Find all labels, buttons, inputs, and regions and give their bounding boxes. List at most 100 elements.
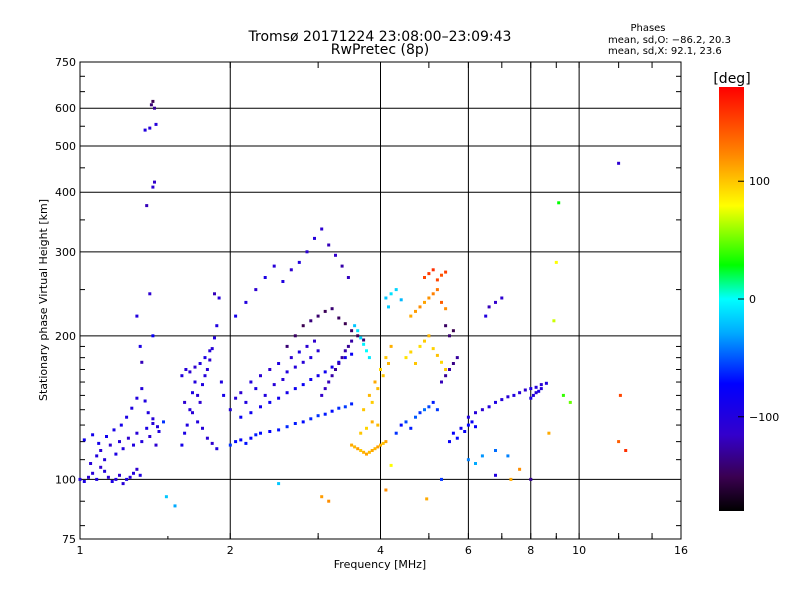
echo-point (350, 402, 354, 406)
echo-point (427, 405, 431, 409)
echo-point (500, 398, 504, 402)
echo-point (470, 420, 474, 424)
echo-point (301, 420, 305, 424)
echo-point (444, 307, 448, 311)
echo-point (213, 336, 216, 340)
echo-point (327, 243, 331, 247)
chart-title: Tromsø 20171224 23:08:00–23:09:43 (248, 29, 512, 45)
echo-point (474, 425, 477, 429)
echo-point (293, 334, 297, 338)
echo-point (140, 360, 144, 364)
echo-point (423, 339, 426, 343)
echo-point (157, 430, 161, 433)
echo-point (431, 400, 435, 404)
echo-point (301, 324, 305, 328)
echo-point (414, 415, 417, 419)
echo-point (346, 344, 350, 348)
echo-point (97, 441, 101, 445)
echo-point (350, 329, 354, 333)
echo-point (316, 314, 320, 318)
echo-point (239, 415, 243, 419)
echo-point (444, 374, 448, 378)
echo-point (484, 314, 488, 318)
echo-point (327, 499, 331, 503)
colorbar-tick-label: −100 (749, 411, 779, 424)
echo-point (474, 411, 477, 415)
echo-point (108, 443, 112, 447)
x-tick-label: 16 (674, 544, 688, 557)
echo-point (228, 408, 232, 412)
echo-point (431, 268, 435, 272)
echo-point (263, 276, 267, 279)
echo-point (353, 324, 357, 328)
echo-point (112, 428, 116, 432)
echo-point (362, 450, 366, 454)
echo-point (362, 342, 366, 346)
echo-point (323, 412, 327, 416)
echo-point (494, 300, 497, 304)
echo-point (466, 458, 470, 462)
echo-point (323, 387, 327, 391)
echo-point (208, 349, 212, 353)
phases-mean-x: mean, sd,X: 92.1, 23.6 (608, 46, 722, 57)
echo-point (389, 463, 393, 467)
echo-point (217, 296, 221, 300)
echo-point (254, 387, 258, 391)
echo-point (399, 423, 403, 427)
echo-point (451, 329, 455, 333)
echo-point (323, 309, 327, 313)
echo-point (365, 452, 368, 456)
echo-point (440, 477, 443, 481)
echo-point (198, 400, 202, 404)
echo-point (153, 180, 156, 184)
echo-point (145, 426, 149, 430)
echo-point (289, 356, 293, 360)
echo-point (95, 477, 99, 481)
echo-point (249, 380, 253, 384)
echo-point (480, 454, 484, 458)
echo-point (183, 400, 187, 404)
echo-point (151, 99, 155, 103)
echo-point (384, 440, 388, 444)
echo-point (203, 374, 207, 378)
echo-point (309, 378, 313, 381)
echo-point (373, 447, 377, 451)
y-tick-label: 600 (55, 102, 76, 115)
echo-point (145, 204, 149, 208)
echo-point (376, 387, 380, 391)
echo-point (362, 338, 366, 342)
echo-point (128, 475, 132, 479)
echo-point (356, 447, 360, 451)
echo-point (320, 495, 324, 499)
echo-point (205, 368, 209, 371)
echo-point (367, 356, 371, 360)
echo-point (140, 387, 144, 391)
echo-point (423, 408, 426, 412)
echo-point (268, 430, 272, 433)
echo-point (617, 161, 621, 165)
echo-point (531, 393, 535, 397)
echo-point (394, 431, 398, 435)
echo-point (494, 473, 497, 477)
echo-point (463, 430, 467, 433)
echo-point (353, 445, 357, 449)
echo-point (193, 380, 197, 384)
phases-mean-o: mean, sd,O: −86.2, 20.3 (608, 35, 731, 46)
echo-point (554, 260, 558, 264)
scatter-points (78, 99, 628, 508)
echo-point (381, 441, 385, 445)
echo-point (444, 324, 448, 328)
echo-point (234, 440, 238, 444)
echo-point (148, 292, 152, 296)
echo-point (149, 103, 153, 107)
echo-point (281, 378, 285, 381)
echo-point (509, 477, 513, 481)
echo-point (99, 465, 103, 469)
echo-point (343, 405, 347, 409)
echo-point (414, 362, 417, 365)
echo-point (367, 393, 371, 397)
echo-point (440, 380, 443, 384)
echo-point (435, 408, 439, 412)
echo-point (305, 250, 309, 254)
echo-point (423, 276, 426, 279)
